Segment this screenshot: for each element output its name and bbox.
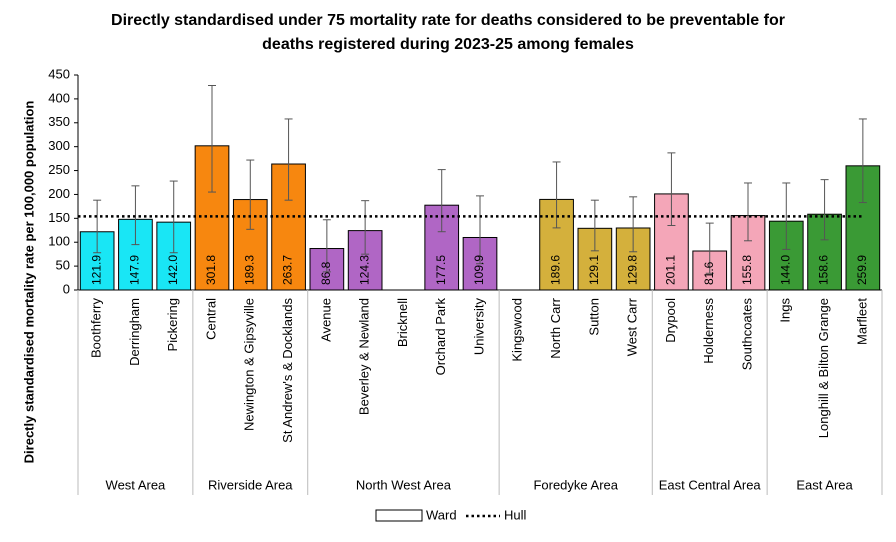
value-label: 129.1 [587,255,601,285]
x-tick-label: Orchard Park [433,298,448,376]
value-label: 259.9 [855,255,869,285]
x-tick-label: Southcoates [739,298,754,371]
chart-title: deaths registered during 2023-25 among f… [262,36,634,53]
y-tick-label: 350 [48,114,70,129]
group-label: East Central Area [659,477,762,492]
x-tick-label: St Andrew's & Docklands [280,298,295,443]
x-tick-label: University [471,298,486,356]
legend-label: Ward [426,507,457,522]
x-tick-label: Kingswood [510,298,525,362]
value-label: 109.9 [472,255,486,285]
value-label: 144.0 [778,255,792,285]
x-tick-label: Ings [778,298,793,323]
value-label: 124.3 [357,255,371,285]
value-label: 189.6 [549,255,563,285]
legend-label: Hull [504,507,527,522]
x-tick-label: West Carr [625,297,640,356]
group-label: Foredyke Area [533,477,618,492]
x-tick-label: Longhill & Bilton Grange [816,298,831,438]
x-tick-label: Beverley & Newland [357,298,372,415]
y-tick-label: 450 [48,66,70,81]
chart-title: Directly standardised under 75 mortality… [111,12,785,29]
value-label: 263.7 [281,255,295,285]
x-tick-label: Derringham [127,298,142,366]
group-label: Riverside Area [208,477,293,492]
value-label: 189.3 [242,255,256,285]
x-tick-label: Sutton [586,298,601,336]
y-tick-label: 250 [48,162,70,177]
x-tick-label: Holderness [701,298,716,364]
value-label: 129.8 [625,255,639,285]
y-tick-label: 150 [48,210,70,225]
value-label: 142.0 [166,255,180,285]
legend-swatch [375,509,423,522]
value-label: 301.8 [204,255,218,285]
x-tick-label: Marfleet [854,298,869,345]
y-tick-label: 300 [48,138,70,153]
y-axis-label: Directly standardised mortality rate per… [21,101,36,464]
value-label: 86.8 [319,261,333,285]
x-tick-label: Pickering [165,298,180,351]
y-tick-label: 400 [48,90,70,105]
value-label: 147.9 [128,255,142,285]
x-tick-label: Avenue [318,298,333,342]
group-label: West Area [106,477,167,492]
x-tick-label: Newington & Gipsyville [242,298,257,431]
x-tick-label: Drypool [663,298,678,343]
x-tick-label: Boothferry [89,298,104,358]
y-tick-label: 200 [48,186,70,201]
group-label: North West Area [356,477,452,492]
group-label: East Area [796,477,853,492]
x-tick-label: Bricknell [395,298,410,347]
value-label: 177.5 [434,255,448,285]
x-tick-label: Central [203,298,218,340]
value-label: 158.6 [817,255,831,285]
value-label: 155.8 [740,255,754,285]
value-label: 201.1 [664,255,678,285]
value-label: 121.9 [89,255,103,285]
y-tick-label: 50 [56,258,70,273]
value-label: 81.6 [702,261,716,285]
y-tick-label: 100 [48,234,70,249]
y-tick-label: 0 [63,281,70,296]
x-tick-label: North Carr [548,297,563,358]
